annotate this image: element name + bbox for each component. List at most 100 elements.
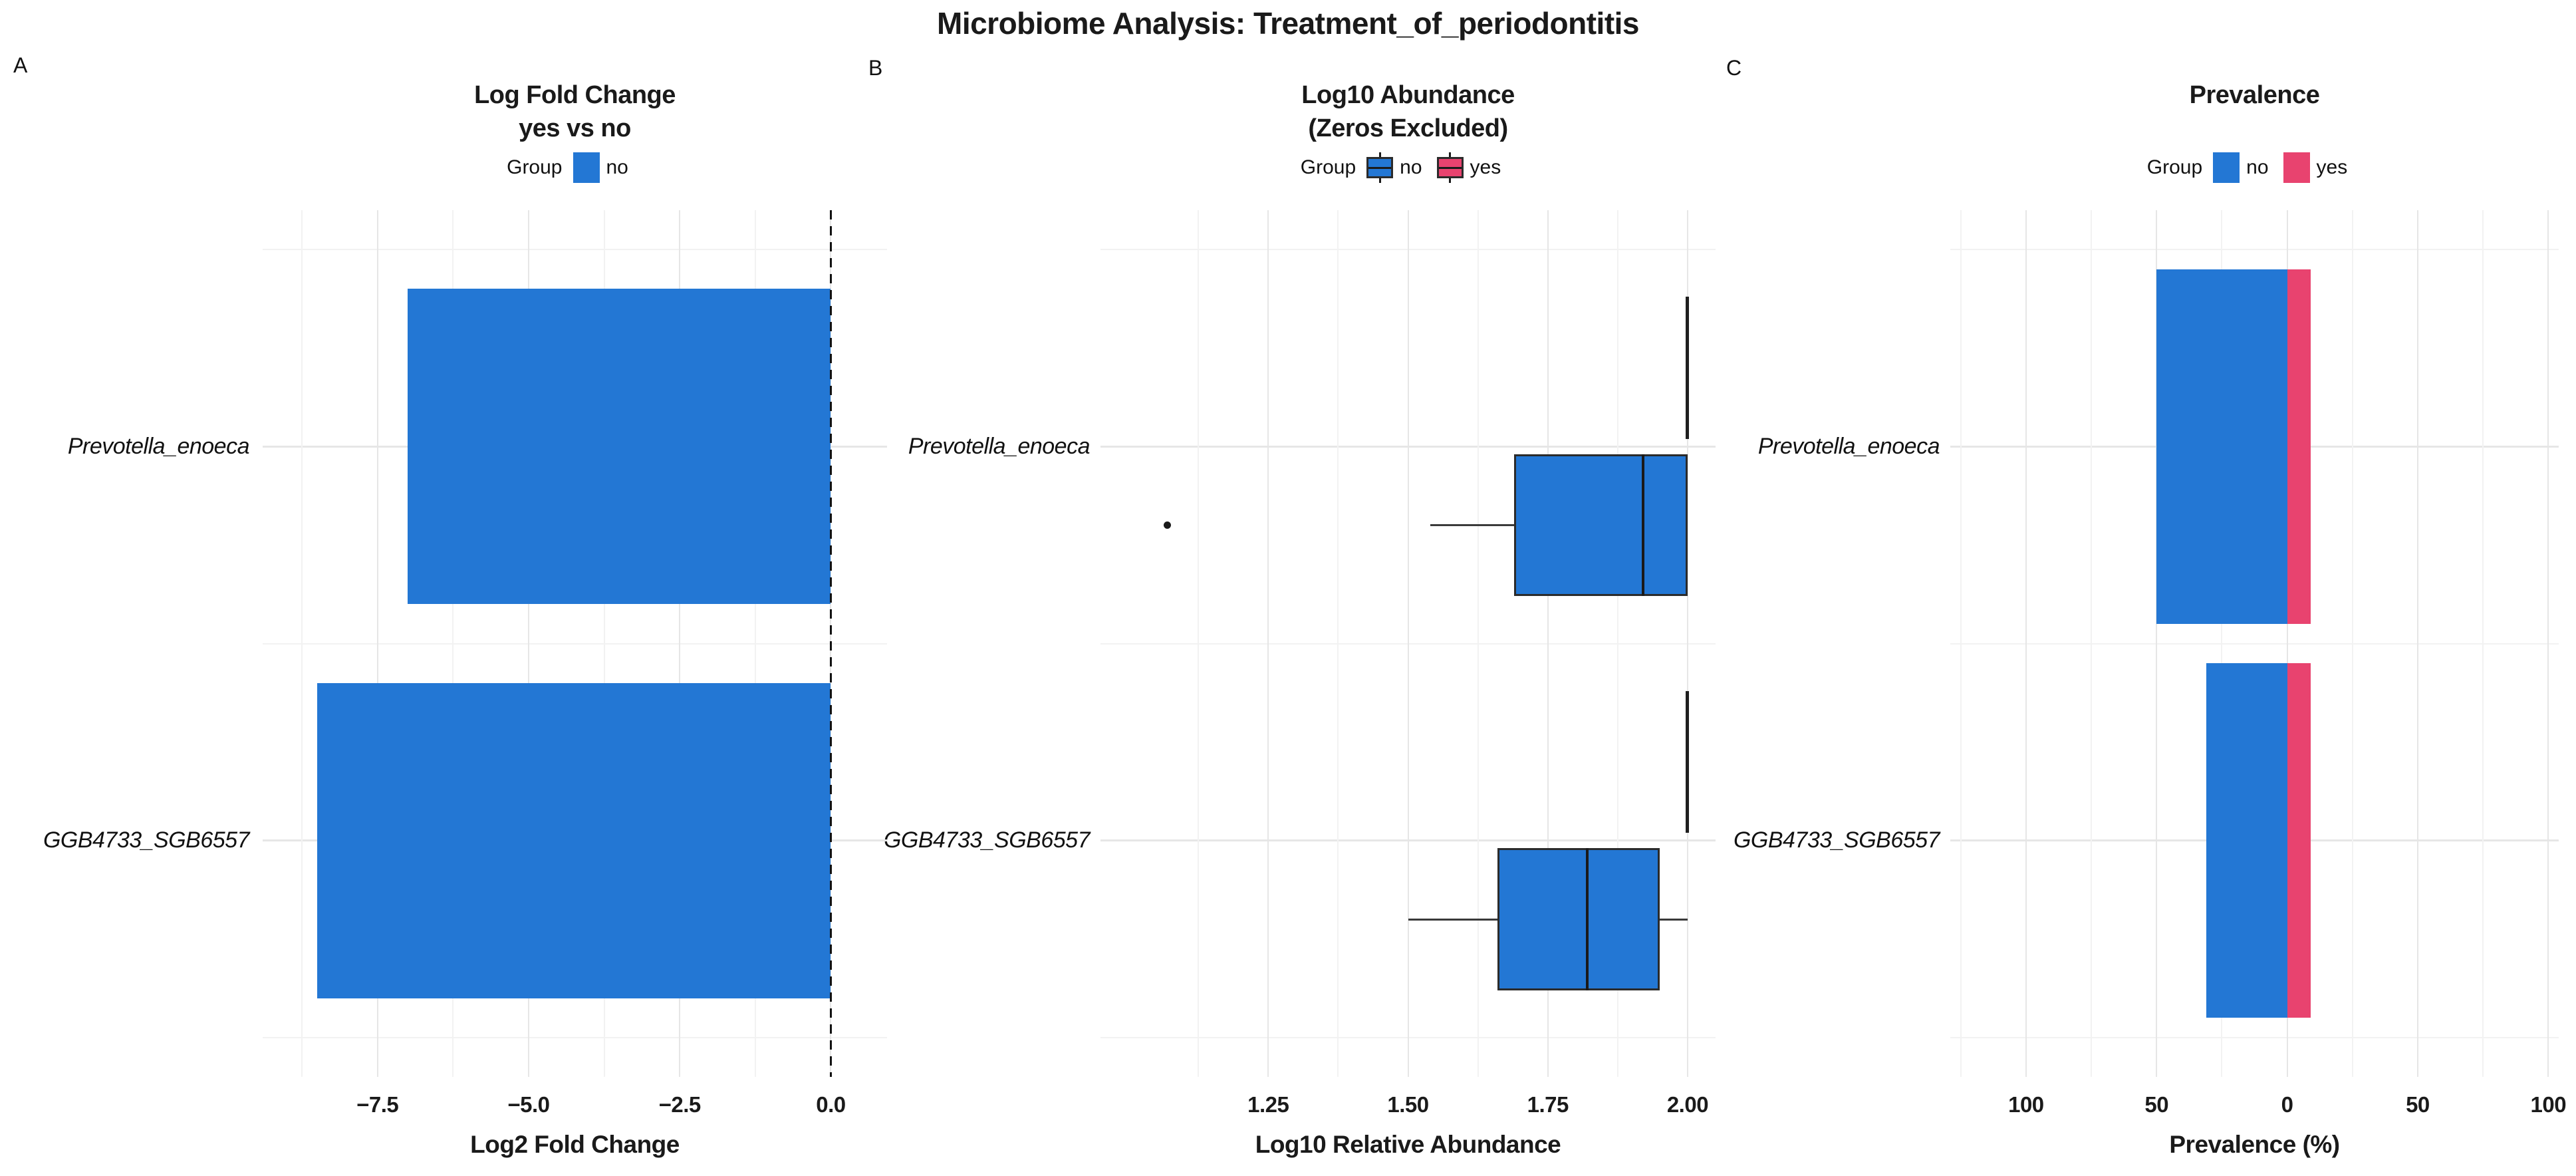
x-tick-label: 2.00: [1666, 1092, 1709, 1117]
boxplot-whisker-low: [1408, 918, 1498, 921]
legend-item-yes: yes: [2316, 156, 2348, 178]
y-axis-label-species-1: Prevotella_enoeca: [67, 434, 250, 459]
gridline-vertical-minor: [2221, 210, 2223, 1077]
gridline-vertical-major: [1686, 210, 1688, 1077]
panel-b-label: B: [868, 56, 883, 80]
x-tick-label: −7.5: [356, 1092, 399, 1117]
panel-a-title-line2: yes vs no: [519, 114, 631, 142]
boxplot-median-line: [1585, 848, 1589, 990]
gridline-vertical-major: [1267, 210, 1269, 1077]
logfc-bar: [408, 289, 831, 605]
prevalence-bar-yes: [2287, 663, 2311, 1018]
gridline-vertical-major: [1547, 210, 1549, 1077]
boxplot-box: [1497, 848, 1660, 990]
gridline-horizontal-minor: [263, 249, 887, 251]
panel-b-title-line1: Log10 Abundance: [1301, 81, 1515, 109]
y-axis-label-species-1: Prevotella_enoeca: [1757, 434, 1940, 459]
prevalence-bar-yes: [2287, 269, 2311, 624]
x-tick-label: 0: [2281, 1092, 2293, 1117]
gridline-vertical-minor: [603, 210, 605, 1077]
panel-b-title: Log10 Abundance (Zeros Excluded): [1100, 78, 1716, 145]
y-axis-label-species-2: GGB4733_SGB6557: [43, 827, 250, 853]
gridline-vertical-major: [2547, 210, 2549, 1077]
panel-a-title: Log Fold Change yes vs no: [263, 78, 887, 145]
gridline-horizontal-minor: [1950, 1036, 2559, 1038]
gridline-vertical-minor: [2482, 210, 2484, 1077]
x-tick-label: 100: [2530, 1092, 2567, 1117]
gridline-vertical-major: [2025, 210, 2027, 1077]
x-tick-label: 100: [2008, 1092, 2044, 1117]
gridline-horizontal-minor: [263, 643, 887, 645]
boxplot-degenerate-line: [1686, 690, 1690, 833]
y-axis-label-species-2: GGB4733_SGB6557: [1733, 827, 1940, 853]
legend-title: Group: [2146, 156, 2203, 178]
zero-reference-line: [829, 210, 832, 1077]
x-tick-label: 50: [2406, 1092, 2430, 1117]
panel-a-label: A: [13, 53, 28, 77]
boxplot-whisker-high: [1659, 918, 1688, 921]
boxplot-icon-median: [1438, 166, 1462, 169]
legend-key-no-swatch: [2213, 152, 2240, 183]
legend-key-yes-boxplot-icon: [1436, 152, 1464, 183]
gridline-horizontal-minor: [263, 1036, 887, 1038]
legend-title: Group: [507, 156, 563, 178]
boxplot-outlier-dot: [1164, 521, 1172, 529]
gridline-vertical-major: [2416, 210, 2418, 1077]
gridline-vertical-major: [1407, 210, 1409, 1077]
gridline-vertical-minor: [1477, 210, 1479, 1077]
panel-a-title-line1: Log Fold Change: [474, 81, 676, 109]
gridline-vertical-minor: [1616, 210, 1618, 1077]
gridline-vertical-minor: [1337, 210, 1339, 1077]
legend-key-no-swatch: [573, 152, 600, 183]
gridline-horizontal-minor: [1950, 249, 2559, 251]
boxplot-box: [1514, 454, 1688, 597]
gridline-horizontal-minor: [1950, 643, 2559, 645]
x-tick-label: 1.75: [1527, 1092, 1569, 1117]
legend-item-no: no: [606, 156, 628, 178]
prevalence-bar-no: [2156, 269, 2287, 624]
x-tick-label: 1.25: [1247, 1092, 1289, 1117]
gridline-vertical-minor: [452, 210, 454, 1077]
figure-title: Microbiome Analysis: Treatment_of_period…: [937, 6, 1640, 41]
x-tick-label: −5.0: [507, 1092, 550, 1117]
panel-a-legend: Group no: [263, 149, 887, 186]
panel-c-legend: Group no yes: [1950, 149, 2559, 186]
x-tick-label: −2.5: [658, 1092, 702, 1117]
gridline-vertical-minor: [1960, 210, 1962, 1077]
x-tick-label: 50: [2144, 1092, 2169, 1117]
legend-item-yes: yes: [1470, 156, 1501, 178]
gridline-vertical-minor: [1198, 210, 1200, 1077]
panel-c-title: Prevalence: [1950, 78, 2559, 112]
y-axis-label-species-1: Prevotella_enoeca: [908, 434, 1091, 459]
boxplot-whisker-low: [1430, 524, 1515, 527]
legend-item-no: no: [1400, 156, 1422, 178]
panel-c-title-line1: Prevalence: [2189, 81, 2320, 109]
x-tick-label: 1.50: [1387, 1092, 1429, 1117]
gridline-vertical-minor: [2091, 210, 2093, 1077]
panel-b-title-line2: (Zeros Excluded): [1308, 114, 1508, 142]
panel-b-x-axis-title: Log10 Relative Abundance: [1255, 1131, 1561, 1158]
panel-c-x-axis-title: Prevalence (%): [2169, 1131, 2340, 1158]
legend-title: Group: [1300, 156, 1356, 178]
legend-key-yes-swatch: [2283, 152, 2310, 183]
legend-key-no-boxplot-icon: [1366, 152, 1394, 183]
y-axis-label-species-2: GGB4733_SGB6557: [883, 827, 1091, 853]
panel-a-x-axis-title: Log2 Fold Change: [470, 1131, 680, 1158]
x-tick-label: 0.0: [816, 1092, 846, 1117]
gridline-vertical-major: [679, 210, 681, 1077]
panel-c-label: C: [1726, 56, 1742, 80]
boxplot-degenerate-line: [1686, 297, 1690, 439]
gridline-vertical-major: [2286, 210, 2288, 1077]
boxplot-median-line: [1641, 454, 1644, 597]
boxplot-icon-median: [1368, 166, 1392, 169]
boxplot-icon-box: [1436, 157, 1464, 178]
gridline-vertical-minor: [2351, 210, 2353, 1077]
panel-b-legend: Group no yes: [1100, 149, 1716, 186]
boxplot-icon-box: [1366, 157, 1394, 178]
gridline-vertical-major: [2156, 210, 2158, 1077]
legend-item-no: no: [2246, 156, 2269, 178]
logfc-bar: [317, 682, 831, 998]
prevalence-bar-no: [2206, 663, 2287, 1018]
